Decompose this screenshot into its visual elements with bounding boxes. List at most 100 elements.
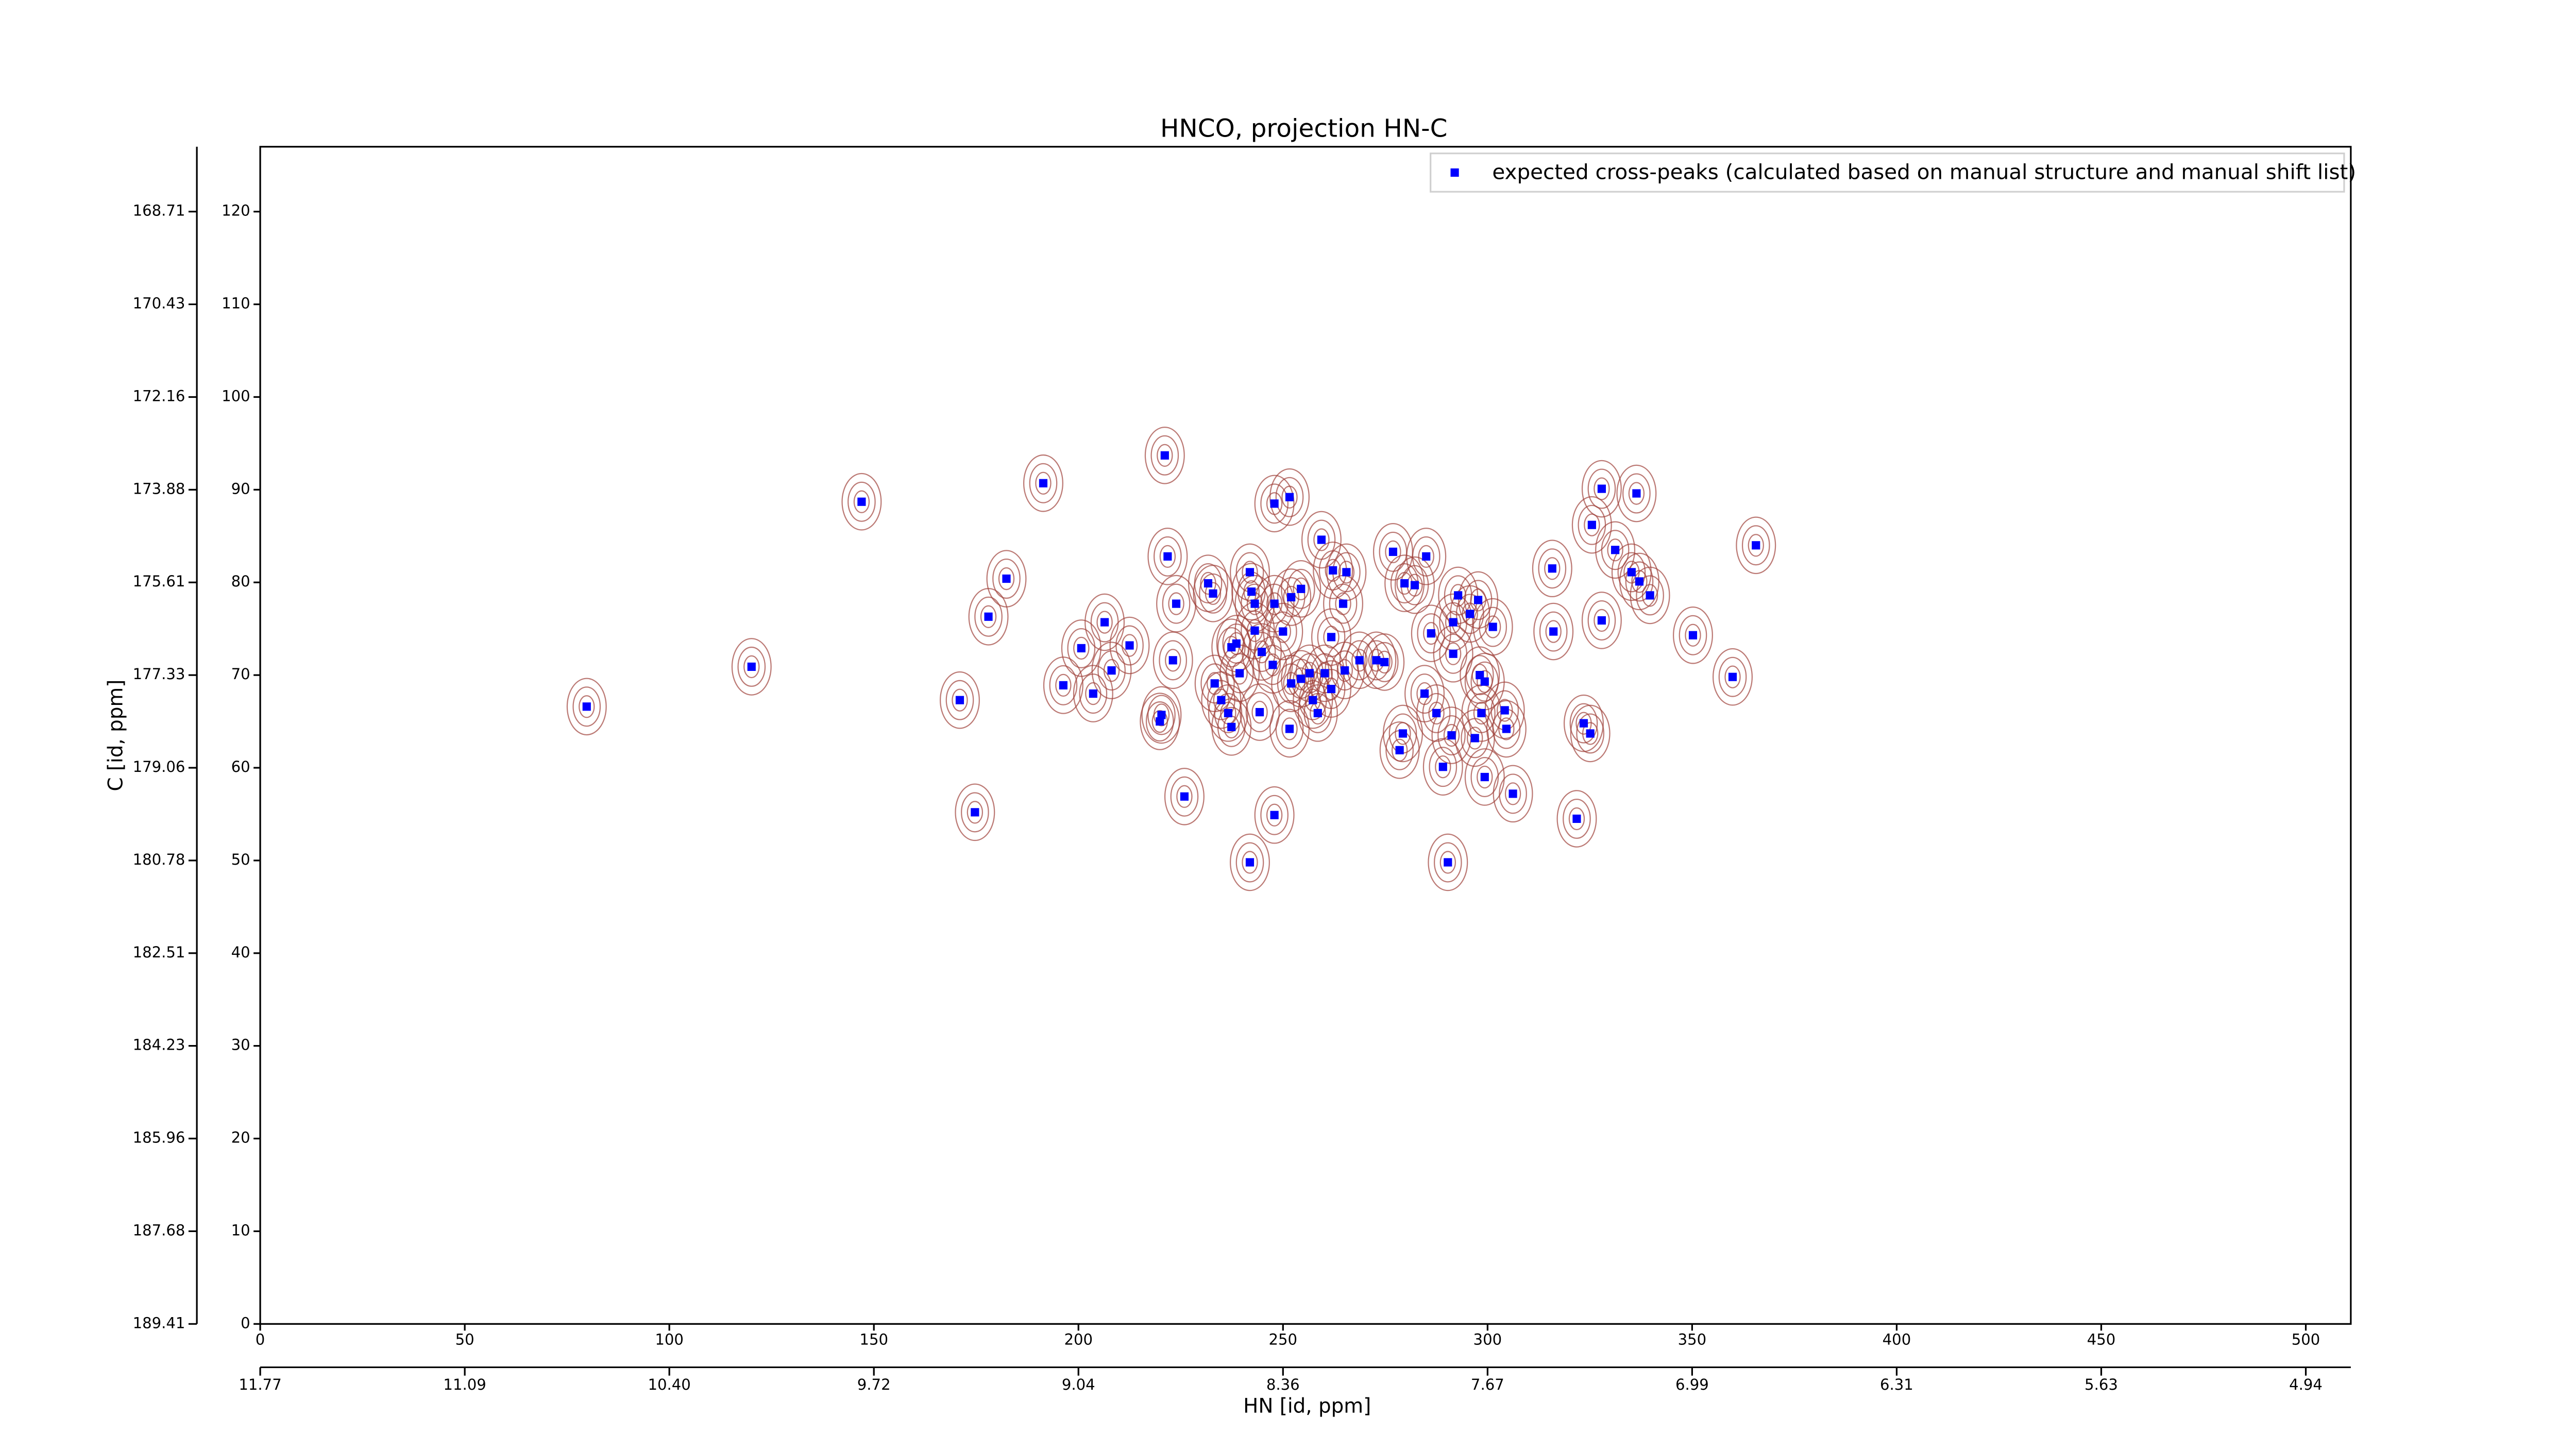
- cross-peak: [1597, 484, 1606, 493]
- contour: [1417, 613, 1446, 654]
- contour: [566, 678, 607, 736]
- cross-peak: [1597, 616, 1606, 625]
- contour: [1260, 795, 1289, 835]
- contour: [1283, 672, 1299, 695]
- contour: [1587, 600, 1616, 641]
- contour: [1313, 528, 1330, 551]
- contour: [1470, 661, 1499, 702]
- contour: [1168, 592, 1184, 615]
- x2-tick-label: 11.09: [443, 1376, 486, 1393]
- contour: [1144, 426, 1185, 484]
- contour: [1370, 642, 1399, 682]
- contour: [1437, 715, 1466, 756]
- contour: [1260, 483, 1289, 524]
- cross-peak: [1163, 552, 1172, 561]
- cross-peak: [1611, 546, 1620, 554]
- contour: [848, 481, 876, 522]
- contour: [961, 792, 989, 833]
- contour: [1464, 748, 1505, 806]
- contour: [1055, 673, 1072, 697]
- contour: [1636, 575, 1664, 616]
- legend-label: expected cross-peaks (calculated based o…: [1492, 160, 2356, 184]
- cross-peak: [1100, 618, 1109, 627]
- x-tick-label: 150: [859, 1331, 888, 1349]
- contour: [1630, 566, 1670, 625]
- contour: [1231, 563, 1272, 621]
- y-tick-label: 70: [231, 665, 250, 683]
- y2-tick-label: 170.43: [133, 295, 185, 312]
- contour: [1150, 435, 1179, 476]
- contour: [1351, 649, 1368, 672]
- contour: [1570, 704, 1611, 763]
- cross-peak: [1500, 706, 1509, 715]
- cross-peak: [1502, 724, 1511, 733]
- contour: [853, 490, 870, 513]
- contour: [1484, 615, 1501, 638]
- x2-tick-label: 5.63: [2084, 1376, 2118, 1393]
- cross-peak: [1470, 734, 1479, 743]
- contour: [1310, 701, 1326, 725]
- cross-peak: [1309, 696, 1317, 704]
- y2-tick-label: 184.23: [133, 1036, 185, 1054]
- contour: [1313, 542, 1353, 599]
- contour: [1205, 582, 1222, 605]
- contour: [1281, 485, 1298, 509]
- contour: [968, 587, 1009, 646]
- contour: [1428, 833, 1468, 891]
- contour: [1263, 602, 1303, 661]
- cross-peak: [1338, 599, 1348, 608]
- cross-peak: [1209, 589, 1217, 598]
- contour: [1323, 677, 1340, 701]
- contour: [1713, 648, 1753, 706]
- contour: [1286, 568, 1315, 609]
- cross-peak: [1548, 564, 1556, 573]
- x-tick-label: 500: [2292, 1331, 2320, 1349]
- y-tick-label: 100: [222, 387, 250, 405]
- contour: [1617, 552, 1646, 593]
- cross-peak: [857, 497, 866, 506]
- y-tick-label: 110: [222, 295, 250, 312]
- contour: [1594, 477, 1610, 500]
- cross-peak: [1444, 858, 1452, 867]
- contour: [1718, 656, 1747, 697]
- contour: [1486, 700, 1527, 758]
- cross-peak: [1313, 709, 1322, 717]
- contour: [945, 680, 974, 720]
- cross-peak: [1688, 631, 1698, 639]
- contour: [1281, 717, 1298, 740]
- contour: [1271, 568, 1312, 626]
- contour: [1422, 693, 1451, 733]
- contour: [1477, 670, 1493, 693]
- contour: [1364, 633, 1405, 691]
- contour: [1147, 695, 1176, 735]
- cross-peak: [1227, 722, 1236, 731]
- y-tick-label: 80: [231, 572, 250, 590]
- contour: [572, 686, 601, 727]
- cross-peak: [1287, 679, 1296, 688]
- contour: [1385, 540, 1401, 564]
- x-tick-label: 300: [1473, 1331, 1502, 1349]
- contour: [1587, 468, 1616, 509]
- legend-marker: [1450, 168, 1459, 177]
- contour: [841, 473, 882, 531]
- cross-peak: [1157, 711, 1166, 719]
- x2-tick-label: 8.36: [1266, 1376, 1300, 1393]
- x-tick-label: 100: [655, 1331, 684, 1349]
- x-tick-label: 200: [1064, 1331, 1093, 1349]
- cross-peak: [1572, 814, 1581, 823]
- y-tick-label: 120: [222, 202, 250, 220]
- contour: [1275, 709, 1304, 749]
- cross-peak: [984, 612, 993, 621]
- y-tick-label: 30: [231, 1036, 250, 1054]
- x2-tick-label: 9.72: [857, 1376, 891, 1393]
- contour: [1584, 513, 1600, 536]
- cross-peak: [1255, 707, 1264, 717]
- cross-peak: [1398, 729, 1408, 738]
- cross-peak: [1400, 579, 1409, 588]
- contour: [1504, 782, 1521, 805]
- cross-peak: [1427, 629, 1435, 638]
- cross-peak: [955, 696, 964, 704]
- contour: [1428, 701, 1445, 725]
- cross-peak: [1480, 677, 1489, 686]
